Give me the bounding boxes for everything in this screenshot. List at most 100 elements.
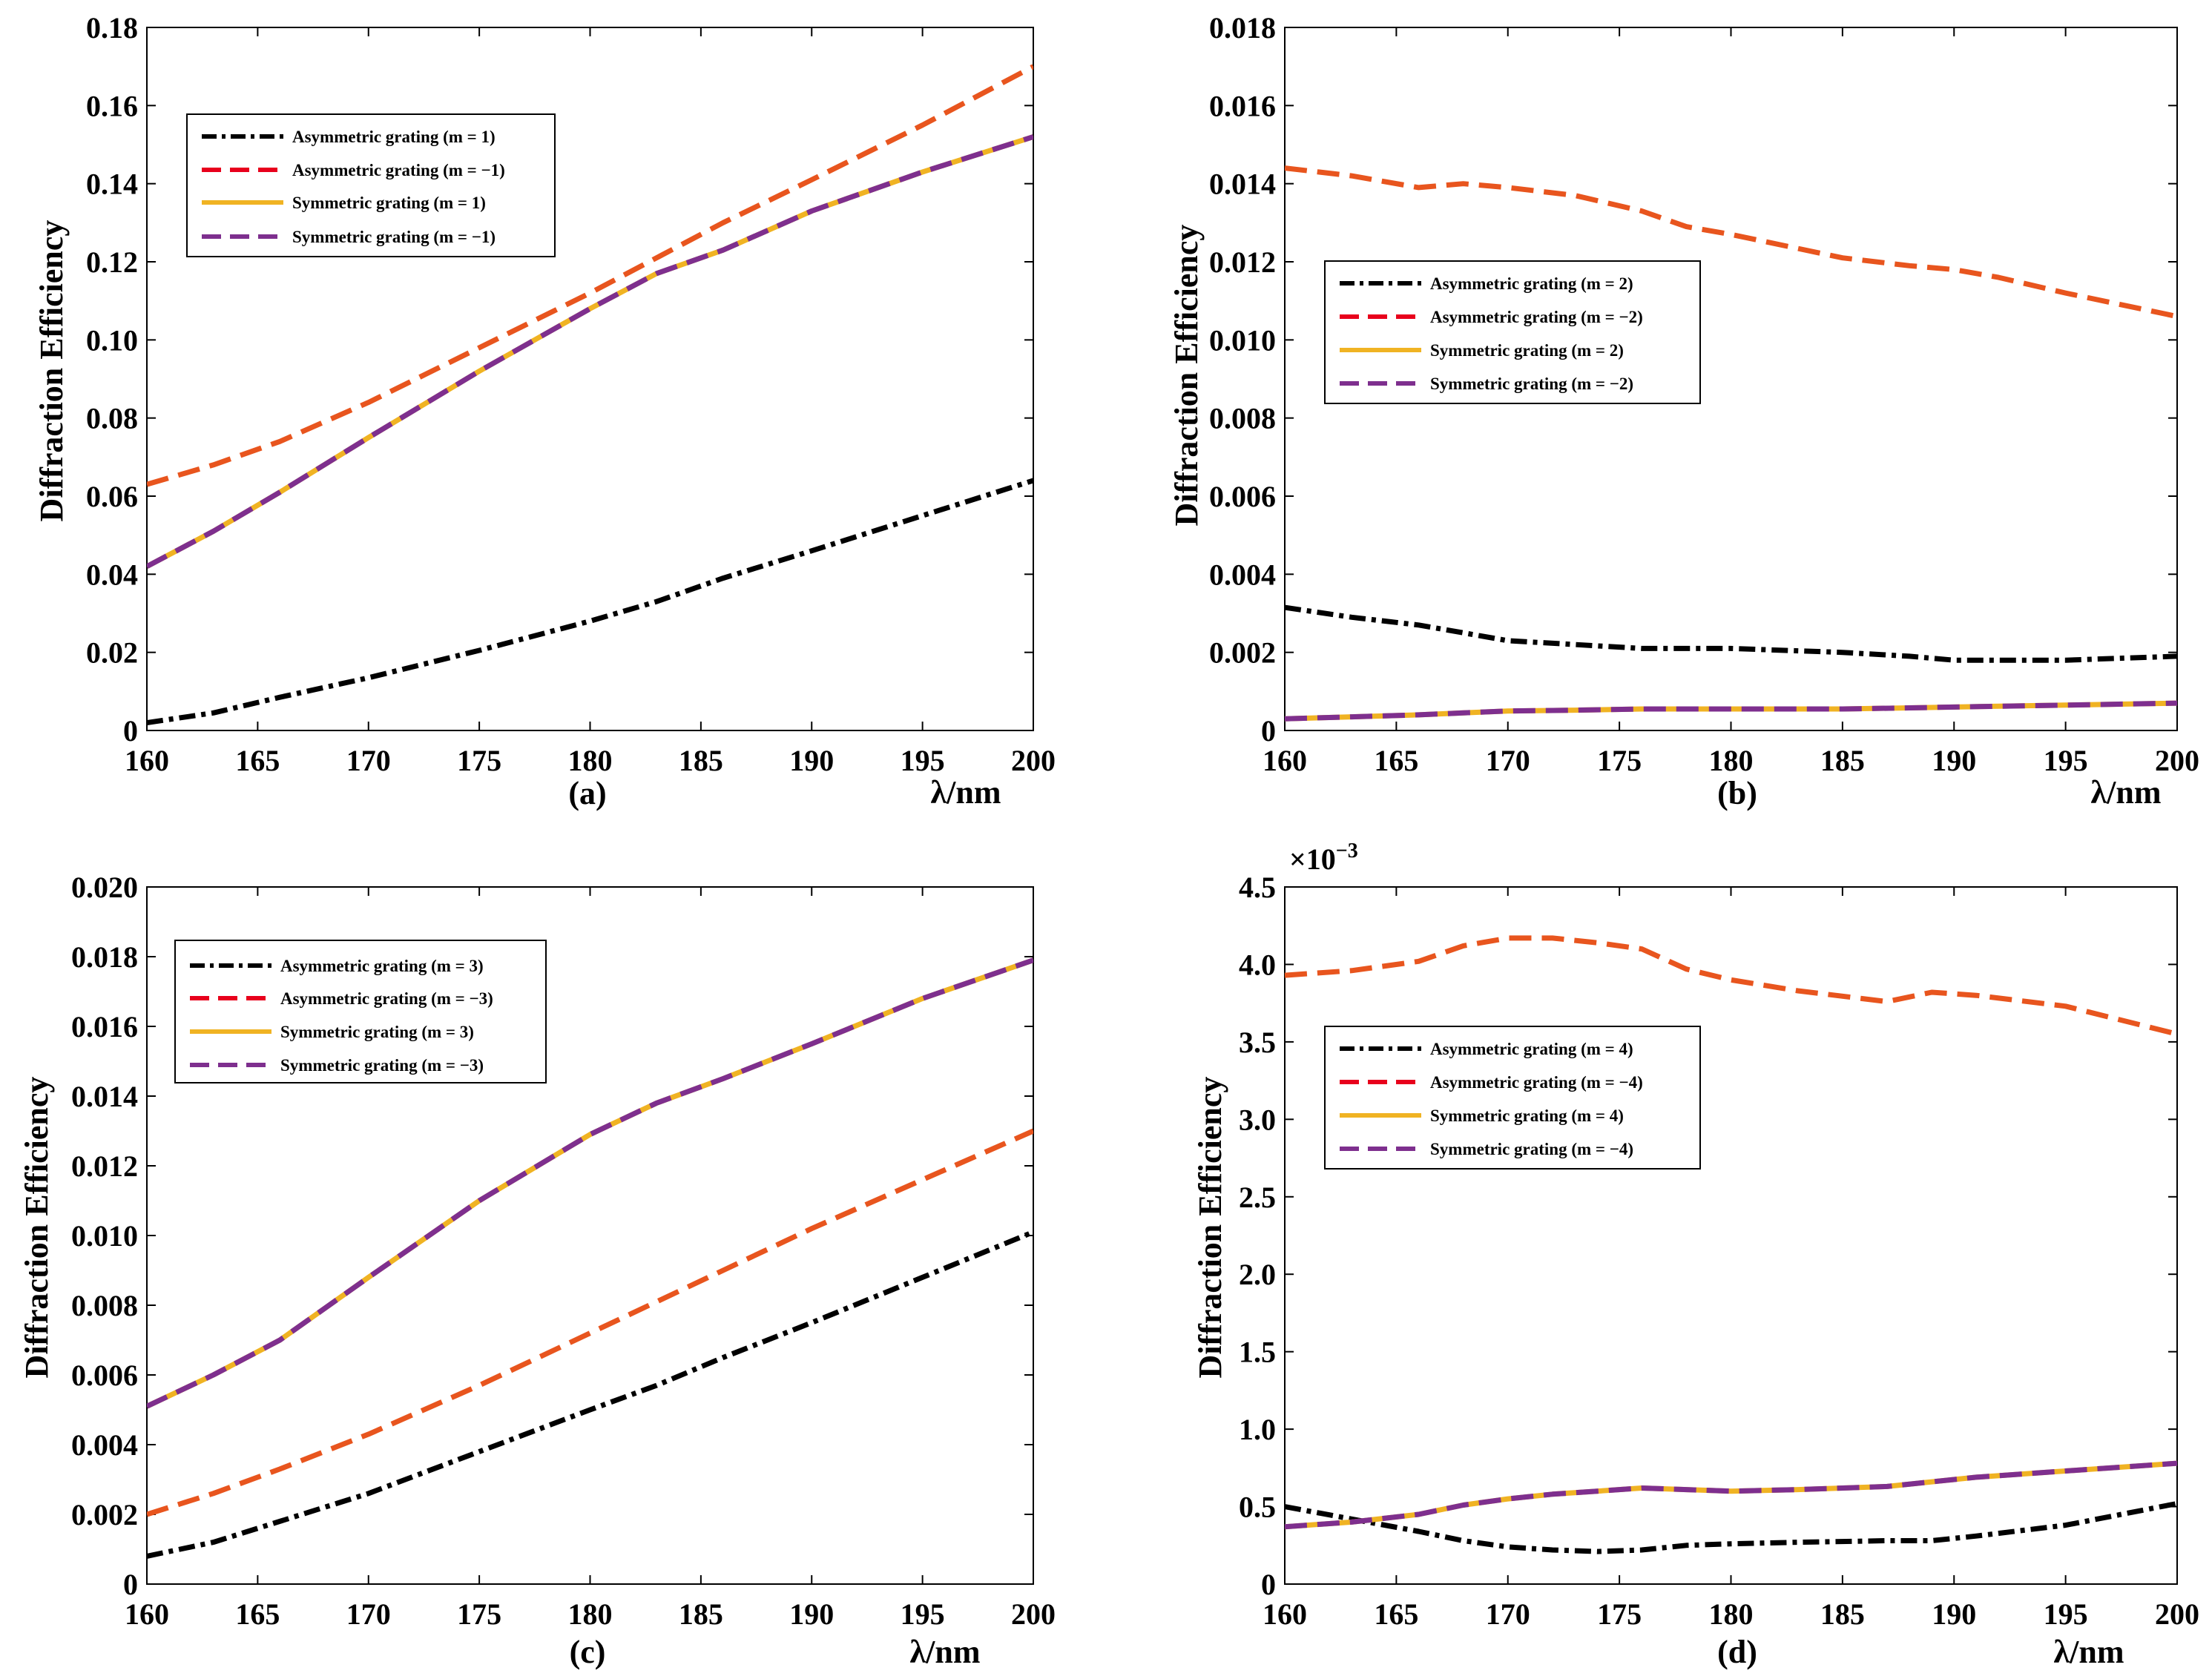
panel-d-ytick-label-9: 4.5	[1239, 871, 1276, 904]
panel-c-legend: Asymmetric grating (m = 3) Asymmetric gr…	[174, 940, 547, 1083]
panel-b-ylabel: Diffraction Efficiency	[1168, 225, 1205, 527]
panel-a-xlabel: λ/nm	[931, 774, 1001, 811]
panel-d-ylabel: Diffraction Efficiency	[1192, 1077, 1228, 1379]
panel-a-ytick-label-3: 0.06	[86, 480, 138, 513]
panel-d-exponent-base: ×10	[1289, 842, 1336, 876]
panel-c-ytick-label-4: 0.008	[71, 1289, 138, 1322]
panel-a-ytick-label-6: 0.12	[86, 245, 138, 279]
panel-b-ytick-label-4: 0.008	[1209, 402, 1276, 435]
panel-c-legend-entry-2: Asymmetric grating (m = −3)	[280, 989, 493, 1008]
panel-d-ytick-label-8: 4.0	[1239, 948, 1276, 981]
panel-c-xtick-label-4: 180	[568, 1597, 613, 1631]
panel-a-ytick-label-7: 0.14	[86, 168, 138, 201]
panel-a-series-asym-neg	[147, 64, 1033, 487]
panel-c-ytick-label-10: 0.020	[71, 871, 138, 904]
panel-c-series-asym-neg	[147, 1128, 1033, 1517]
panel-d-series-asym-pos	[1285, 1500, 2177, 1554]
panel-a-legend-entry-2: Asymmetric grating (m = −1)	[292, 161, 505, 179]
panel-b-ytick-label-8: 0.016	[1209, 89, 1276, 122]
panel-a-ytick-label-8: 0.16	[86, 89, 138, 122]
panel-d-legend-box	[1324, 1026, 1701, 1170]
panel-b-xtick-label-2: 170	[1486, 744, 1530, 777]
panel-c-xtick-label-1: 165	[235, 1597, 280, 1631]
panel-c-legend-entry-3: Symmetric grating (m = 3)	[280, 1023, 474, 1041]
panel-b-legend-entry-3: Symmetric grating (m = 2)	[1430, 341, 1624, 360]
panel-a-ytick-label-0: 0	[123, 714, 138, 748]
panel-c-ytick-label-8: 0.016	[71, 1010, 138, 1043]
panel-b-legend-box	[1324, 260, 1701, 404]
panel-d-ytick-label-4: 2.0	[1239, 1258, 1276, 1291]
panel-a: 160 165 170 175 180 185 190 195 200 0 0.02 0.04 0.06…	[33, 11, 1056, 811]
panel-b-legend-entry-1: Asymmetric grating (m = 2)	[1430, 274, 1633, 293]
panel-d-xtick-label-6: 190	[1932, 1597, 1976, 1631]
panel-b-series-asym-neg	[1285, 165, 2177, 320]
panel-d-ytick-label-0: 0	[1261, 1568, 1276, 1601]
panel-c-legend-entry-4: Symmetric grating (m = −3)	[280, 1056, 484, 1075]
panel-a-xtick-label-3: 175	[457, 744, 501, 777]
panel-d-ytick-label-2: 1.0	[1239, 1413, 1276, 1446]
panel-a-ytick-label-1: 0.02	[86, 636, 138, 670]
panel-c-xtick-label-5: 185	[679, 1597, 723, 1631]
panel-a-legend-box	[186, 113, 556, 257]
panel-a-label: (a)	[568, 775, 606, 811]
panel-a-legend-entry-1: Asymmetric grating (m = 1)	[292, 128, 496, 146]
panel-d-legend: Asymmetric grating (m = 4) Asymmetric gr…	[1324, 1026, 1701, 1170]
panel-d-label: (d)	[1717, 1634, 1757, 1670]
panel-a-legend: Asymmetric grating (m = 1) Asymmetric gr…	[186, 113, 556, 257]
panel-c-series-sym-neg	[147, 957, 1033, 1409]
panel-b-xlabel: λ/nm	[2091, 774, 2162, 811]
panel-c-label: (c)	[570, 1634, 606, 1670]
panel-d-xtick-label-5: 185	[1820, 1597, 1865, 1631]
panel-c-ytick-label-6: 0.012	[71, 1149, 138, 1183]
panel-d: 160 165 170 175 180 185 190 195 200 0 0.5 1.0 1.5 2.0…	[1192, 840, 2199, 1670]
panel-b-series-asym-pos	[1285, 604, 2177, 663]
panel-a-series-sym-neg	[147, 134, 1033, 569]
panel-a-xtick-label-0: 160	[125, 744, 169, 777]
panel-d-xtick-label-2: 170	[1486, 1597, 1530, 1631]
panel-d-series-sym-neg	[1285, 1460, 2177, 1530]
panel-b-xtick-label-8: 200	[2155, 744, 2199, 777]
panel-c-ytick-label-5: 0.010	[71, 1219, 138, 1253]
panel-c-xlabel: λ/nm	[910, 1634, 981, 1670]
panel-b-ytick-label-6: 0.012	[1209, 245, 1276, 279]
panel-a-xtick-label-7: 195	[901, 744, 945, 777]
panel-c-ytick-label-7: 0.014	[71, 1080, 138, 1113]
panel-c-xtick-label-2: 170	[346, 1597, 391, 1631]
panel-c-xtick-label-7: 195	[901, 1597, 945, 1631]
panel-d-xtick-label-3: 175	[1597, 1597, 1642, 1631]
panel-c-plot-area: 160 165 170 175 180 185 190 195 200 0 0.002 0.004 0.…	[71, 871, 1056, 1631]
panel-b-ytick-label-9: 0.018	[1209, 11, 1276, 44]
panel-b-xtick-label-4: 180	[1709, 744, 1754, 777]
panel-d-xtick-label-0: 160	[1263, 1597, 1307, 1631]
panel-a-xtick-label-1: 165	[235, 744, 280, 777]
panel-c-legend-entry-1: Asymmetric grating (m = 3)	[280, 957, 484, 975]
panel-c-legend-box	[174, 940, 547, 1083]
panel-b-plot-area: 160 165 170 175 180 185 190 195 200 0 0.002 0.004 0.…	[1209, 11, 2199, 777]
panel-b-xtick-label-0: 160	[1263, 744, 1307, 777]
panel-a-legend-entry-4: Symmetric grating (m = −1)	[292, 228, 496, 246]
panel-b-ytick-label-7: 0.014	[1209, 168, 1276, 201]
panel-d-legend-entry-4: Symmetric grating (m = −4)	[1430, 1140, 1633, 1158]
panel-c-xtick-label-6: 190	[789, 1597, 834, 1631]
panel-d-exponent-power: −3	[1336, 840, 1358, 862]
panel-d-xtick-label-4: 180	[1709, 1597, 1754, 1631]
panel-d-ytick-label-1: 0.5	[1239, 1491, 1276, 1524]
panel-a-xtick-label-2: 170	[346, 744, 391, 777]
panel-a-xtick-label-6: 190	[789, 744, 834, 777]
panel-a-plot-area: 160 165 170 175 180 185 190 195 200 0 0.02 0.04 0.06…	[86, 11, 1056, 777]
panel-b-legend-entry-2: Asymmetric grating (m = −2)	[1430, 308, 1643, 326]
panel-a-ytick-label-4: 0.08	[86, 402, 138, 435]
panel-b-ytick-label-0: 0	[1261, 714, 1276, 748]
panel-b-ytick-label-2: 0.004	[1209, 558, 1276, 591]
panel-a-ytick-label-2: 0.04	[86, 558, 138, 591]
panel-b-series-sym-neg	[1285, 700, 2177, 722]
panel-c-xtick-label-3: 175	[457, 1597, 501, 1631]
panel-b-ytick-label-1: 0.002	[1209, 636, 1276, 670]
panel-d-legend-entry-3: Symmetric grating (m = 4)	[1430, 1106, 1624, 1125]
panel-c-xtick-label-8: 200	[1011, 1597, 1056, 1631]
panel-d-legend-entry-1: Asymmetric grating (m = 4)	[1430, 1040, 1633, 1058]
panel-a-xtick-label-8: 200	[1011, 744, 1056, 777]
panel-d-xtick-label-8: 200	[2155, 1597, 2199, 1631]
panel-d-legend-entry-2: Asymmetric grating (m = −4)	[1430, 1073, 1643, 1092]
panel-c-ytick-label-0: 0	[123, 1568, 138, 1601]
